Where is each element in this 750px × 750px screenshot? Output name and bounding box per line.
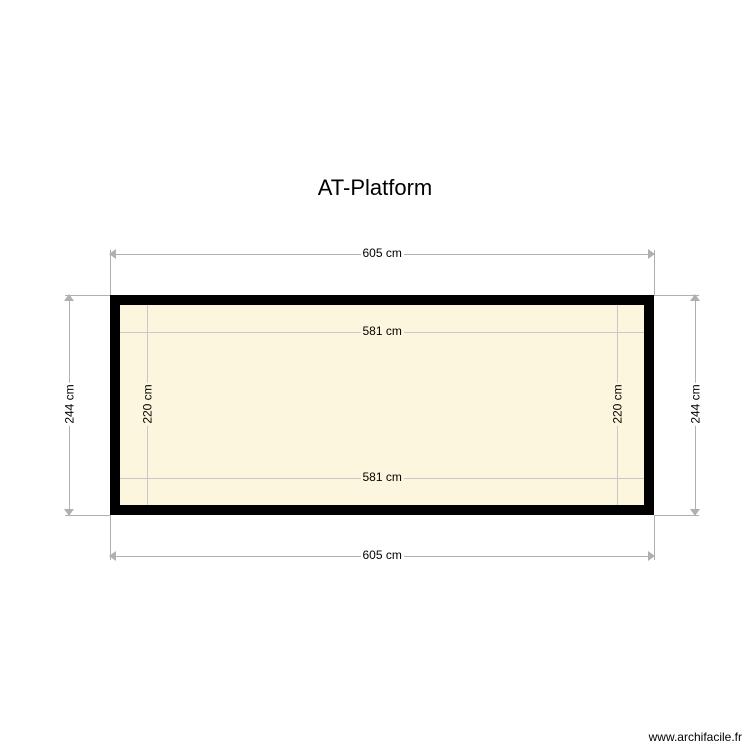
dim-label-inner-bottom: 581 cm [361,470,404,484]
dim-arrow [109,249,116,259]
dim-label-outer-bottom: 605 cm [361,548,404,562]
dim-label-inner-left: 220 cm [140,382,154,425]
dim-label-inner-top: 581 cm [361,324,404,338]
dim-label-inner-right: 220 cm [610,382,624,425]
dim-arrow [109,551,116,561]
dim-arrow [690,509,700,516]
watermark-link[interactable]: www.archifacile.fr [649,730,742,744]
dim-arrow [648,551,655,561]
dim-arrow [64,509,74,516]
diagram-title: AT-Platform [0,175,750,201]
dim-arrow [648,249,655,259]
dim-arrow [64,294,74,301]
dim-arrow [690,294,700,301]
dim-label-outer-right: 244 cm [688,382,702,425]
dim-label-outer-top: 605 cm [361,246,404,260]
dim-label-outer-left: 244 cm [62,382,76,425]
